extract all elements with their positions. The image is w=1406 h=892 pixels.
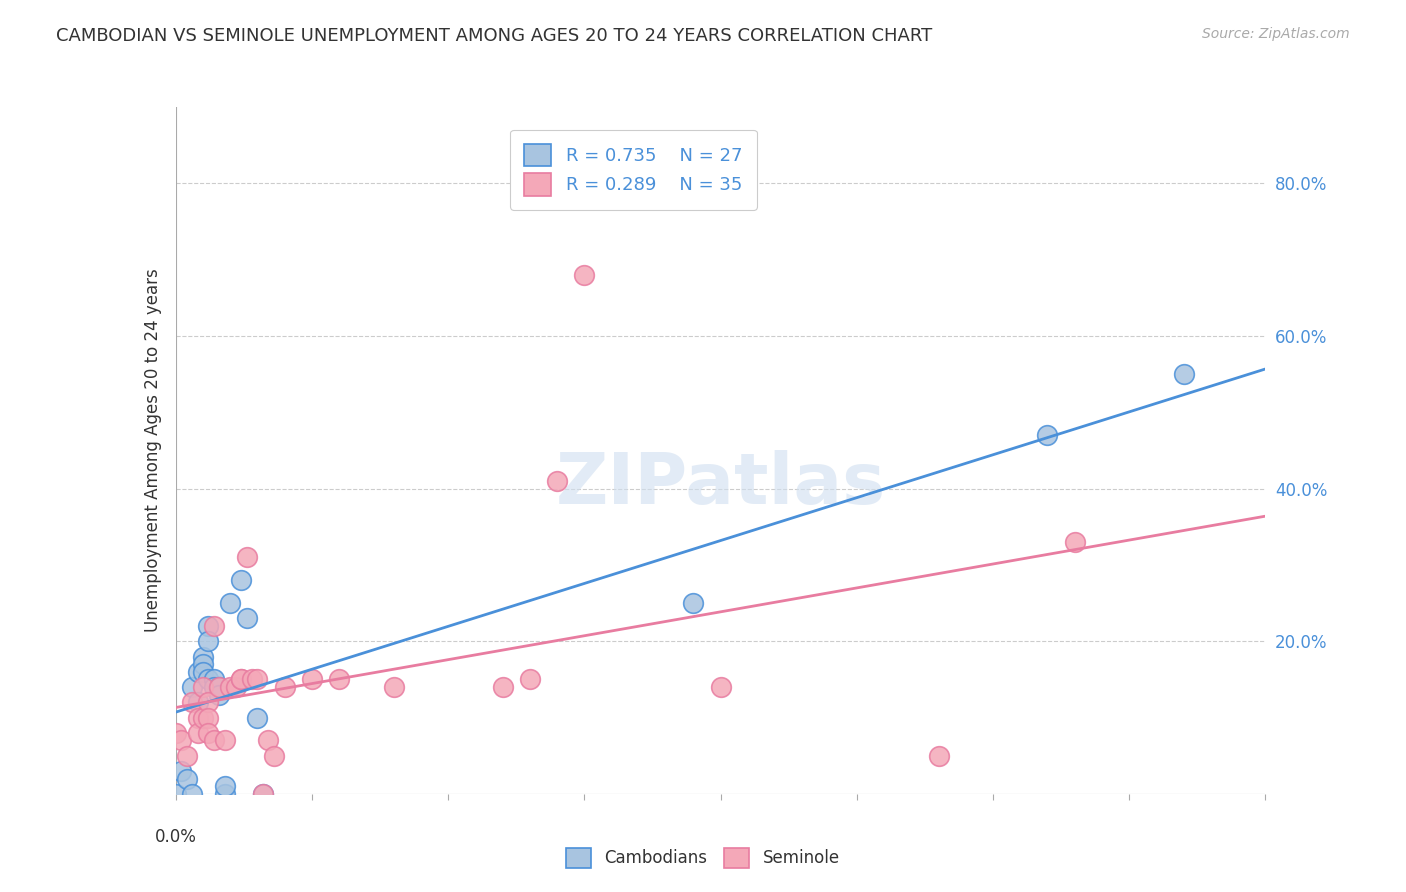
Point: [274, 680, 297, 694]
Point: [301, 673, 323, 687]
Point: [186, 695, 209, 709]
Point: [170, 764, 193, 778]
Legend: R = 0.735    N = 27, R = 0.289    N = 35: R = 0.735 N = 27, R = 0.289 N = 35: [510, 130, 756, 210]
Point: [263, 748, 285, 763]
Point: [519, 673, 541, 687]
Text: 0.0%: 0.0%: [155, 828, 197, 847]
Point: [197, 695, 219, 709]
Point: [186, 665, 209, 679]
Point: [214, 787, 236, 801]
Point: [257, 733, 280, 747]
Point: [181, 680, 204, 694]
Point: [328, 673, 350, 687]
Point: [170, 733, 193, 747]
Point: [252, 787, 274, 801]
Point: [235, 611, 257, 625]
Point: [181, 787, 204, 801]
Point: [574, 268, 596, 282]
Point: [710, 680, 733, 694]
Point: [382, 680, 405, 694]
Text: Source: ZipAtlas.com: Source: ZipAtlas.com: [1202, 27, 1350, 41]
Text: ZIPatlas: ZIPatlas: [555, 450, 886, 519]
Point: [202, 733, 225, 747]
Point: [231, 673, 253, 687]
Y-axis label: Unemployment Among Ages 20 to 24 years: Unemployment Among Ages 20 to 24 years: [143, 268, 162, 632]
Point: [231, 573, 253, 587]
Point: [202, 673, 225, 687]
Point: [219, 596, 242, 610]
Point: [197, 673, 219, 687]
Point: [197, 634, 219, 648]
Point: [181, 695, 204, 709]
Point: [240, 673, 263, 687]
Point: [176, 748, 198, 763]
Point: [191, 657, 214, 672]
Point: [191, 649, 214, 664]
Point: [186, 726, 209, 740]
Text: CAMBODIAN VS SEMINOLE UNEMPLOYMENT AMONG AGES 20 TO 24 YEARS CORRELATION CHART: CAMBODIAN VS SEMINOLE UNEMPLOYMENT AMONG…: [56, 27, 932, 45]
Point: [235, 550, 257, 565]
Point: [208, 680, 231, 694]
Point: [214, 779, 236, 793]
Point: [191, 680, 214, 694]
Point: [1063, 535, 1085, 549]
Point: [208, 680, 231, 694]
Point: [246, 673, 269, 687]
Point: [928, 748, 950, 763]
Point: [176, 772, 198, 786]
Point: [197, 726, 219, 740]
Point: [546, 474, 568, 488]
Point: [214, 733, 236, 747]
Point: [492, 680, 515, 694]
Point: [208, 688, 231, 702]
Point: [252, 787, 274, 801]
Point: [682, 596, 704, 610]
Point: [186, 710, 209, 724]
Point: [191, 665, 214, 679]
Point: [202, 680, 225, 694]
Point: [202, 619, 225, 633]
Point: [165, 787, 187, 801]
Point: [231, 673, 253, 687]
Legend: Cambodians, Seminole: Cambodians, Seminole: [560, 841, 846, 875]
Point: [191, 710, 214, 724]
Point: [165, 726, 187, 740]
Point: [1036, 428, 1059, 442]
Point: [246, 710, 269, 724]
Point: [197, 710, 219, 724]
Point: [197, 619, 219, 633]
Point: [225, 680, 247, 694]
Point: [1173, 367, 1195, 381]
Point: [219, 680, 242, 694]
